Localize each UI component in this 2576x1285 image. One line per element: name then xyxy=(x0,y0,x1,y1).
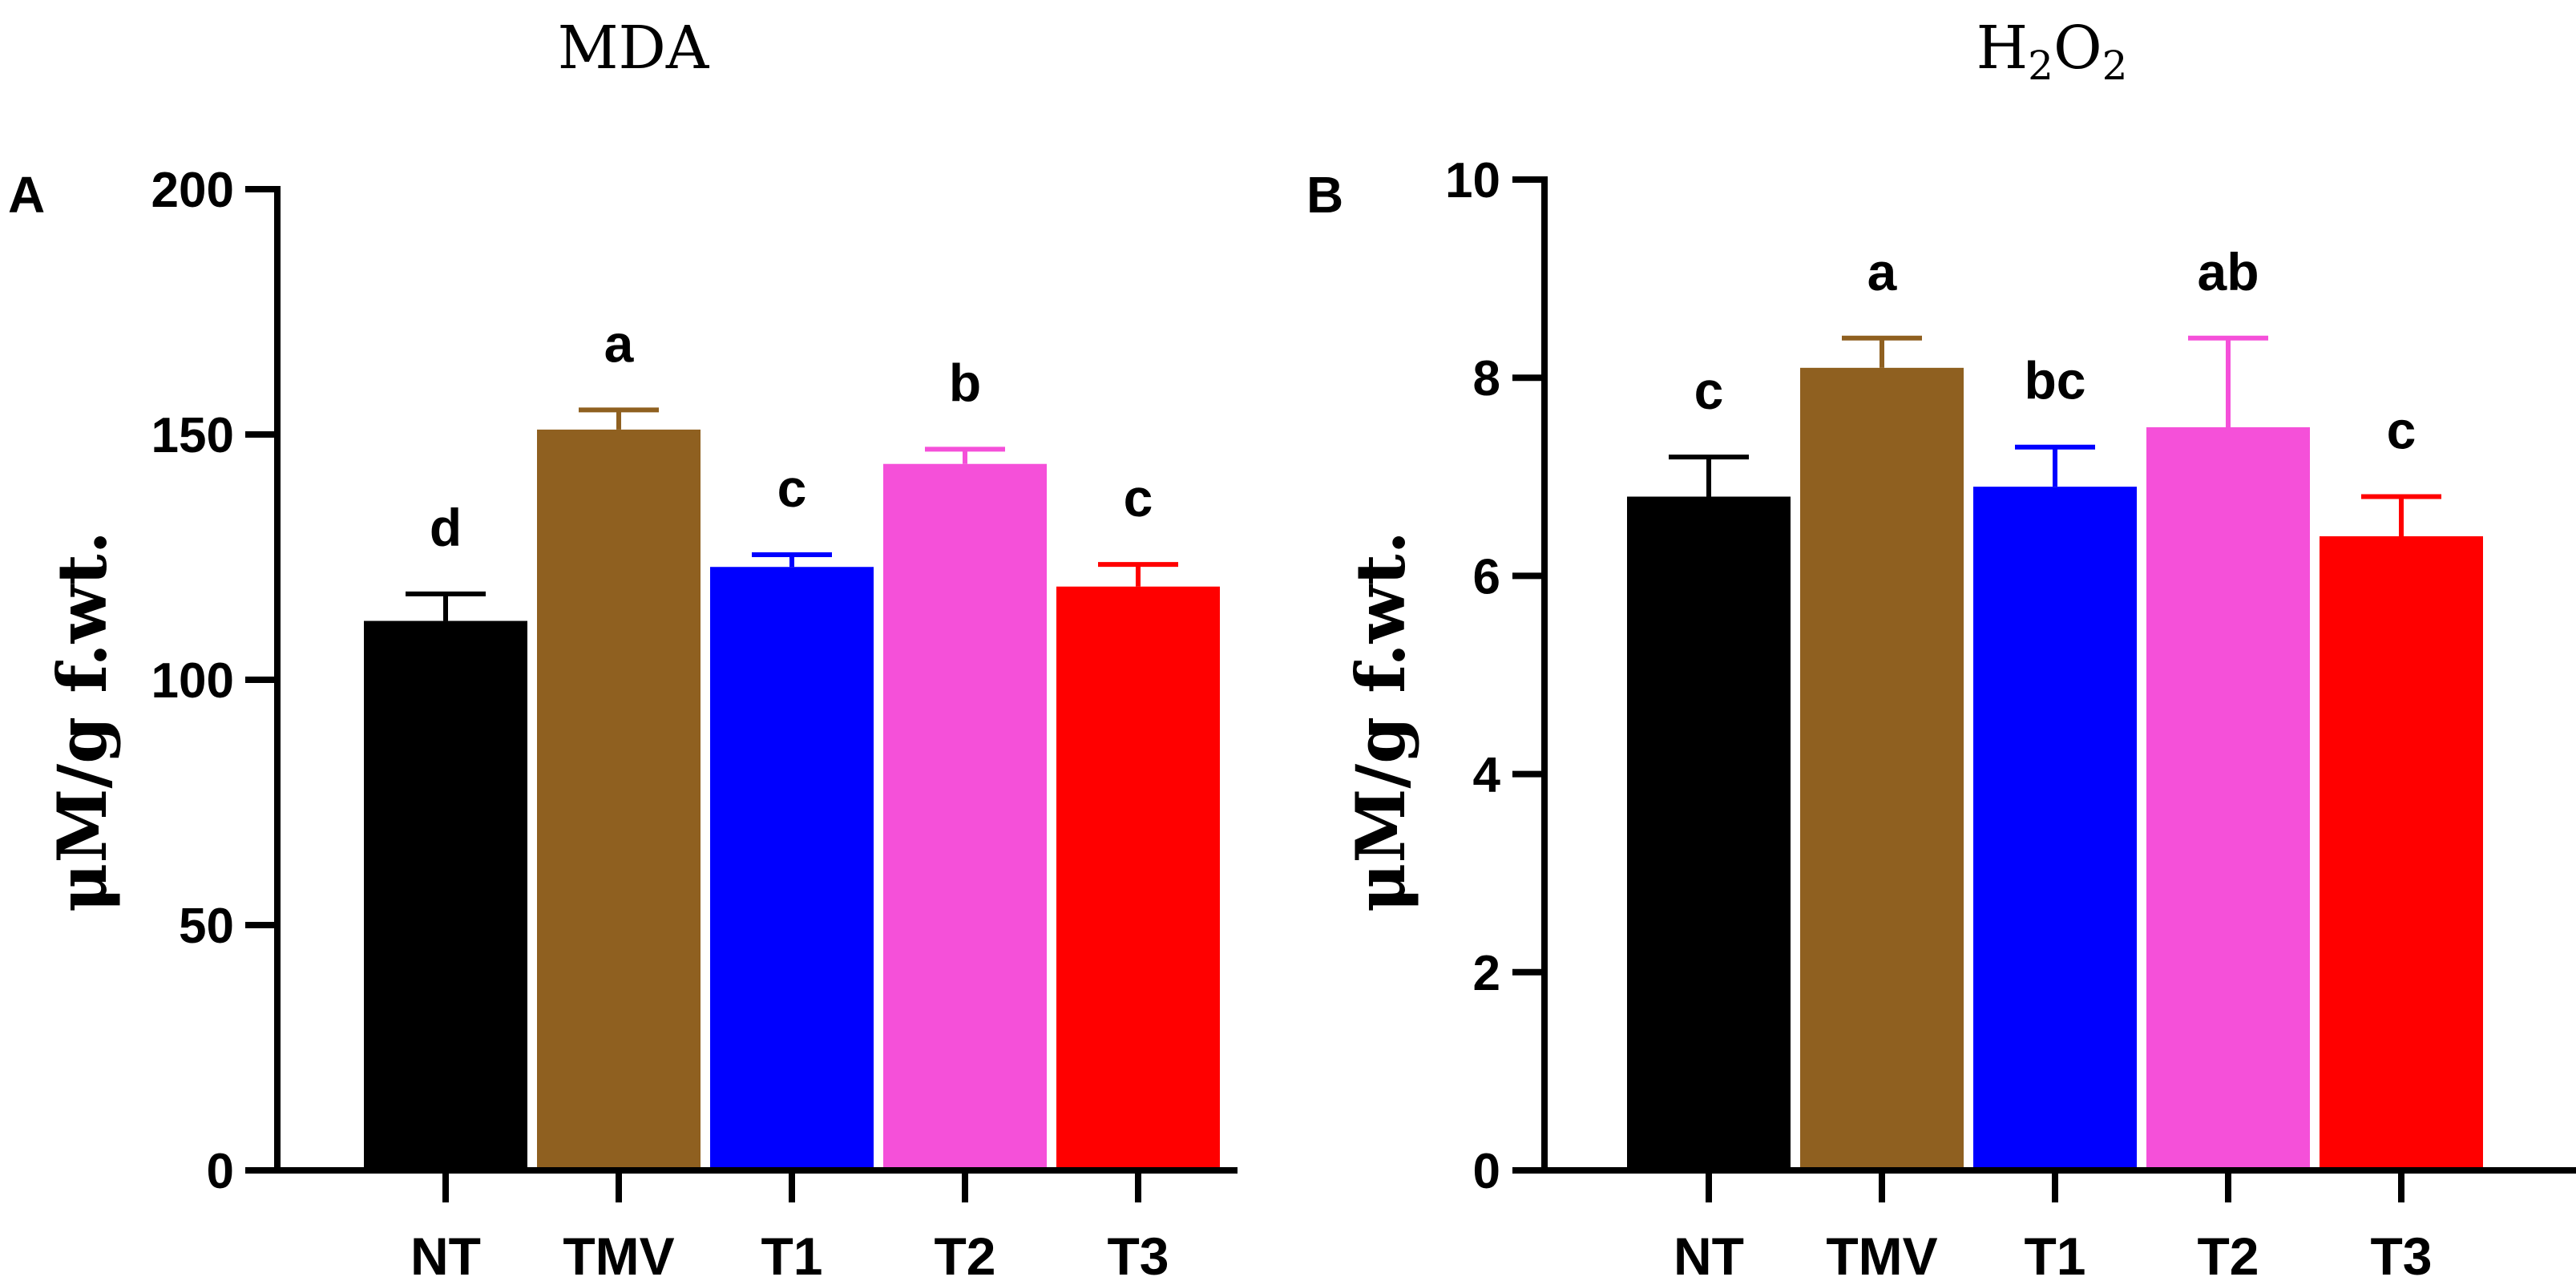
error-bar-t2 xyxy=(2188,335,2268,427)
y-tick-label-50: 50 xyxy=(179,899,234,954)
category-label-tmv: TMV xyxy=(1826,1226,1937,1285)
category-label-nt: NT xyxy=(1674,1226,1744,1285)
title-sub-2: 2 xyxy=(2028,42,2053,89)
chart-marks-a: d NT a TMV c T1 b T2 c T3 0 50 100 150 200 xyxy=(151,163,1238,1285)
error-bar-t1 xyxy=(752,552,832,568)
bar-t2 xyxy=(883,463,1047,1170)
bar-t1 xyxy=(710,567,874,1170)
significance-label-nt: c xyxy=(1694,361,1724,420)
significance-label-nt: d xyxy=(430,498,462,557)
error-bar-tmv xyxy=(1842,335,1922,368)
y-tick-label-4: 4 xyxy=(1473,748,1501,803)
y-tick-label-100: 100 xyxy=(151,653,234,709)
y-tick-label-10: 10 xyxy=(1445,153,1500,208)
panel-a: MDA A μM/g f.wt. d NT a TMV c T1 b T2 c T3 0 50 100 1… xyxy=(8,14,1238,1285)
panel-b: H2O2 B μM/g f.wt. cNTaTMVbcT1abT2cT30246… xyxy=(1306,14,2576,1285)
y-tick-label-200: 200 xyxy=(151,163,234,218)
error-bar-tmv xyxy=(579,407,659,430)
error-bar-nt xyxy=(406,591,486,621)
bar-tmv xyxy=(537,429,701,1170)
significance-label-t1: bc xyxy=(2024,351,2085,410)
y-tick-label-8: 8 xyxy=(1473,351,1500,406)
chart-marks-b: c NT a TMV bc T1 ab T2 c T3 0 2 4 6 8 10 xyxy=(1445,153,2576,1285)
category-label-nt: NT xyxy=(410,1226,481,1285)
y-tick-label-0: 0 xyxy=(207,1144,234,1199)
panel-label-a: A xyxy=(8,166,45,224)
category-label-t3: T3 xyxy=(2370,1226,2432,1285)
category-label-t2: T2 xyxy=(934,1226,995,1285)
error-bar-t2 xyxy=(925,447,1005,464)
significance-label-t1: c xyxy=(777,459,807,518)
chart-title-mda: MDA xyxy=(558,14,710,83)
y-tick-label-150: 150 xyxy=(151,408,234,463)
bar-t3 xyxy=(1056,586,1220,1170)
error-bar-nt xyxy=(1669,455,1749,497)
y-tick-label-0: 0 xyxy=(1473,1144,1500,1199)
category-label-t1: T1 xyxy=(2024,1226,2085,1285)
y-axis-label-a: μM/g f.wt. xyxy=(42,531,122,912)
significance-label-t2: b xyxy=(949,353,981,412)
bar-tmv xyxy=(1800,367,1964,1171)
bar-nt xyxy=(1627,496,1791,1170)
chart-title-h2o2: H2O2 xyxy=(1976,14,2128,89)
error-bar-t3 xyxy=(2361,494,2441,536)
category-label-tmv: TMV xyxy=(563,1226,674,1285)
panel-label-b: B xyxy=(1306,166,1343,224)
category-label-t3: T3 xyxy=(1107,1226,1169,1285)
title-sub-2b: 2 xyxy=(2102,42,2128,89)
y-axis-label-b: μM/g f.wt. xyxy=(1341,531,1420,912)
significance-label-t2: ab xyxy=(2197,242,2259,301)
significance-label-t3: c xyxy=(2387,401,2417,460)
significance-label-tmv: a xyxy=(1867,242,1898,301)
title-o: O xyxy=(2053,14,2102,83)
y-tick-label-6: 6 xyxy=(1473,549,1500,604)
y-tick-label-2: 2 xyxy=(1473,946,1500,1001)
significance-label-tmv: a xyxy=(604,313,635,373)
bar-t2 xyxy=(2146,427,2310,1170)
error-bar-t3 xyxy=(1098,562,1178,587)
bar-nt xyxy=(364,620,527,1170)
title-h: H xyxy=(1976,14,2029,83)
bar-t3 xyxy=(2320,535,2483,1170)
significance-label-t3: c xyxy=(1124,468,1153,527)
error-bar-t1 xyxy=(2015,444,2095,487)
category-label-t1: T1 xyxy=(761,1226,822,1285)
bar-t1 xyxy=(1973,487,2137,1170)
category-label-t2: T2 xyxy=(2197,1226,2259,1285)
